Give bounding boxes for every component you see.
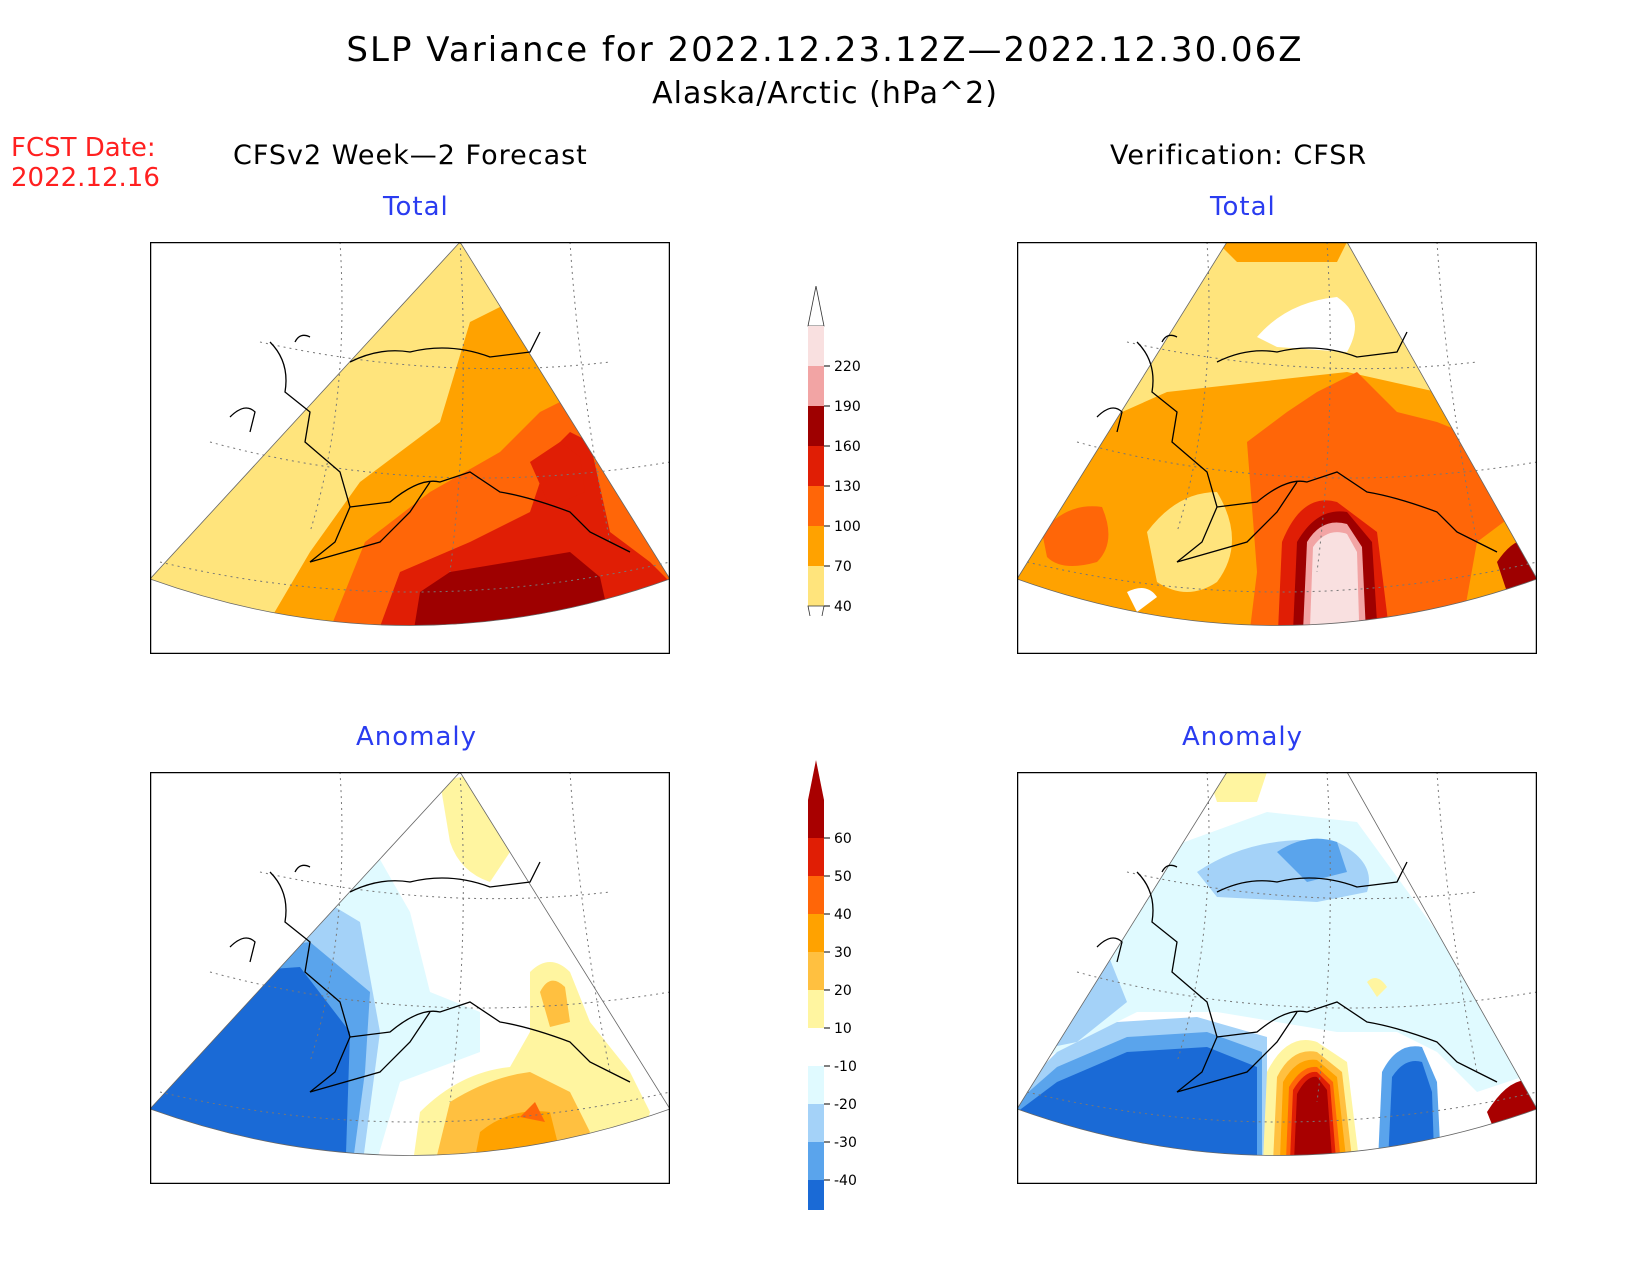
colorbar-box — [808, 838, 824, 876]
panel-frame — [150, 242, 670, 654]
colorbar-box — [808, 1066, 824, 1104]
colorbar-tick-label: 190 — [834, 399, 861, 415]
fill-p40 — [520, 1102, 545, 1122]
colorbar-bottom-triangle — [807, 605, 825, 616]
colorbar-tick-label: -10 — [834, 1059, 857, 1075]
verification-total-map — [1017, 242, 1537, 654]
fcst-date-label: FCST Date: — [11, 133, 156, 163]
colorbar-tick-label: 70 — [834, 559, 852, 575]
colorbar-box — [808, 406, 824, 446]
colorbar-tick-label: 160 — [834, 439, 861, 455]
colorbar-tick-label: -40 — [834, 1173, 857, 1189]
forecast-anomaly-map — [150, 772, 670, 1184]
colorbar-tick-label: 220 — [834, 359, 861, 375]
colorbar-tick-label: -20 — [834, 1097, 857, 1113]
map-sector-outline — [150, 772, 670, 1156]
coastline — [229, 861, 631, 1093]
colorbar-tick-label: 20 — [834, 983, 852, 999]
fill-220 — [1309, 532, 1360, 626]
coastline — [1096, 331, 1498, 563]
colorbar-box — [808, 952, 824, 990]
total-colorbar: 220 190 160 130 100 70 40 — [807, 286, 861, 616]
graticule — [159, 242, 670, 593]
colorbar-box — [808, 876, 824, 914]
forecast-total-map — [150, 242, 670, 654]
colorbar-tick-label: 10 — [834, 1021, 852, 1037]
colorbar-top-triangle — [808, 760, 824, 800]
fill-40-inset — [1147, 492, 1232, 592]
colorbar-box — [808, 526, 824, 566]
forecast-total-label: Total — [383, 192, 449, 222]
fill-n30 — [1277, 838, 1347, 882]
colorbar-box — [808, 366, 824, 406]
colorbar-box — [808, 446, 824, 486]
verification-anomaly-map — [1017, 772, 1537, 1184]
colorbar-tick-label: 40 — [834, 599, 852, 615]
colorbar-tick-label: -30 — [834, 1135, 857, 1151]
colorbar-box — [808, 1028, 824, 1066]
fill-n40-east — [1387, 1061, 1435, 1156]
forecast-anomaly-label: Anomaly — [356, 722, 478, 752]
colorbar-box — [808, 914, 824, 952]
graticule — [1026, 772, 1537, 1123]
fill-p20-north — [540, 980, 570, 1027]
panel-frame — [150, 772, 670, 1184]
page-subtitle: Alaska/Arctic (hPa^2) — [652, 76, 998, 111]
colorbar-box — [808, 566, 824, 606]
colorbar-tick-label: 130 — [834, 479, 861, 495]
coastline — [229, 331, 631, 563]
colorbar-box — [808, 1180, 824, 1210]
fill-100-west — [1042, 506, 1109, 566]
fill-p60 — [1293, 1076, 1334, 1156]
colorbar-box — [808, 1104, 824, 1142]
colorbar-tick-label: 50 — [834, 869, 852, 885]
graticule — [159, 772, 670, 1123]
fill-p10-north — [440, 772, 510, 882]
fill-white-cell-2 — [1127, 588, 1157, 612]
map-sector-outline — [1017, 772, 1537, 1156]
map-sector-outline — [150, 242, 670, 626]
fill-n40 — [150, 967, 350, 1156]
colorbar-tick-label: 60 — [834, 831, 852, 847]
verification-anomaly-label: Anomaly — [1182, 722, 1304, 752]
colorbar-tick-label: 30 — [834, 945, 852, 961]
fill-160-inset — [530, 442, 585, 507]
graticule — [1026, 242, 1537, 593]
fill-p10-north — [1207, 772, 1267, 802]
verification-total-label: Total — [1210, 192, 1276, 222]
colorbar-box — [808, 1142, 824, 1180]
map-sector-outline — [1017, 242, 1537, 626]
fcst-date-value: 2022.12.16 — [11, 163, 160, 193]
colorbar-tick-label: 40 — [834, 907, 852, 923]
panel-frame — [1017, 772, 1537, 1184]
anomaly-colorbar-boxes: 60 50 40 30 20 10 -10 -20 -30 -40 — [808, 760, 857, 1210]
panel-frame — [1017, 242, 1537, 654]
colorbar-box — [808, 990, 824, 1028]
total-colorbar-boxes: 220 190 160 130 100 70 40 — [807, 286, 861, 616]
fill-160 — [410, 552, 610, 626]
forecast-column-title: CFSv2 Week—2 Forecast — [233, 140, 588, 171]
fill-70-top — [1217, 242, 1347, 262]
anomaly-colorbar: 60 50 40 30 20 10 -10 -20 -30 -40 — [808, 760, 857, 1210]
colorbar-tick-label: 100 — [834, 519, 861, 535]
page-title: SLP Variance for 2022.12.23.12Z—2022.12.… — [346, 30, 1304, 70]
fill-p10-east — [1367, 978, 1387, 997]
colorbar-box — [808, 800, 824, 838]
colorbar-box — [808, 326, 824, 366]
verification-column-title: Verification: CFSR — [1110, 140, 1368, 171]
colorbar-box — [808, 486, 824, 526]
coastline — [1096, 861, 1498, 1093]
colorbar-top-triangle — [807, 286, 825, 327]
